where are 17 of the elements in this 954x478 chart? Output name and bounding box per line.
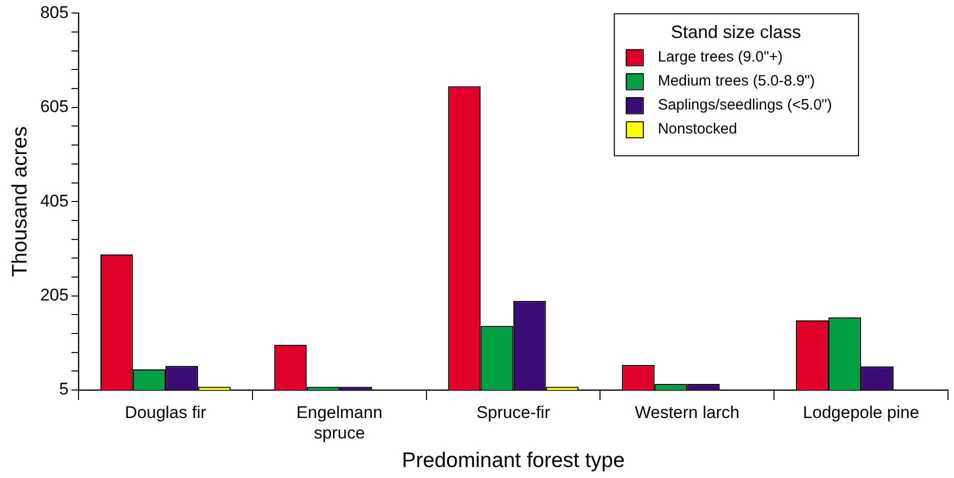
legend-label: Medium trees (5.0-8.9") bbox=[658, 72, 815, 90]
x-tick-label: Spruce-fir bbox=[476, 402, 550, 422]
legend-label: Saplings/seedlings (<5.0") bbox=[658, 96, 832, 114]
x-axis-title: Predominant forest type bbox=[402, 449, 625, 472]
legend-label: Large trees (9.0"+) bbox=[658, 48, 783, 66]
y-tick-label: 405 bbox=[40, 191, 69, 210]
x-tick-label: Lodgepole pine bbox=[802, 402, 920, 422]
x-tick-label: Western larch bbox=[634, 402, 740, 422]
x-tick-label: Douglas fir bbox=[124, 402, 206, 422]
y-axis-title: Thousand acres bbox=[8, 126, 32, 277]
legend-label: Nonstocked bbox=[658, 120, 738, 138]
y-tick-label: 5 bbox=[59, 380, 69, 399]
y-tick-label: 805 bbox=[40, 2, 69, 22]
legend-title: Stand size class bbox=[670, 22, 801, 42]
x-tick-label: Engelmann spruce bbox=[296, 402, 382, 442]
y-tick-label: 205 bbox=[40, 285, 69, 304]
y-tick-label: 605 bbox=[40, 97, 69, 116]
